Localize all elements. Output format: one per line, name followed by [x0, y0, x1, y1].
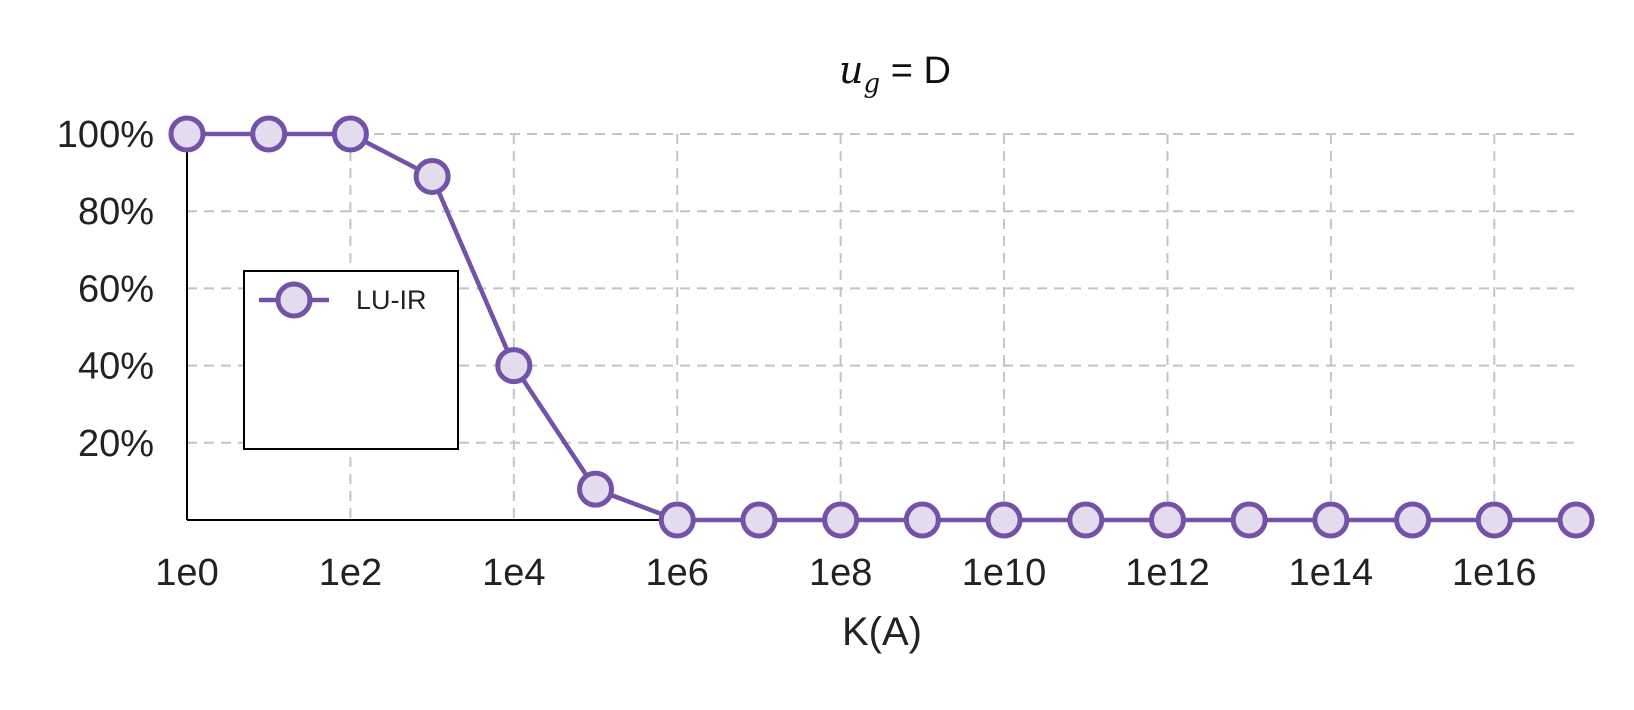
data-point	[1557, 501, 1595, 539]
grid	[187, 133, 1576, 520]
title-subscript: g	[864, 69, 881, 99]
data-point	[168, 115, 206, 153]
title-rest: = D	[880, 50, 951, 92]
x-tick-label: 1e12	[1125, 552, 1210, 594]
legend-marker	[275, 281, 313, 319]
data-point	[822, 501, 860, 539]
data-point	[413, 157, 451, 195]
x-tick-label: 1e10	[962, 552, 1047, 594]
data-point	[1312, 501, 1350, 539]
x-tick-label: 1e16	[1452, 552, 1537, 594]
data-point	[1394, 501, 1432, 539]
legend-label: LU-IR	[356, 285, 427, 315]
title-variable: u	[839, 48, 863, 92]
data-point	[658, 501, 696, 539]
x-tick-label: 1e6	[646, 552, 709, 594]
x-tick-label: 1e2	[319, 552, 382, 594]
data-point	[985, 501, 1023, 539]
data-point	[903, 501, 941, 539]
data-point	[1067, 501, 1105, 539]
x-tick-label: 1e0	[155, 552, 218, 594]
data-point	[1475, 501, 1513, 539]
x-tick-label: 1e4	[482, 552, 545, 594]
y-tick-label: 20%	[78, 423, 154, 465]
data-point	[250, 115, 288, 153]
legend: LU-IR	[243, 270, 459, 450]
series-layer	[168, 115, 1595, 539]
y-tick-label: 100%	[57, 114, 154, 156]
x-tick-label: 1e14	[1289, 552, 1374, 594]
data-point	[495, 347, 533, 385]
y-tick-label: 60%	[78, 268, 154, 310]
x-tick-label: 1e8	[809, 552, 872, 594]
chart-title: ug = D	[839, 48, 951, 99]
data-point	[331, 115, 369, 153]
data-point	[577, 470, 615, 508]
x-axis-title: K(A)	[842, 610, 922, 654]
tick-labels: 1e0 1e2 1e4 1e6 1e8 1e10 1e12 1e14 1e16 20% 40% 60%…	[57, 114, 1537, 594]
y-tick-label: 40%	[78, 346, 154, 388]
data-point	[740, 501, 778, 539]
data-point	[1148, 501, 1186, 539]
y-tick-label: 80%	[78, 191, 154, 233]
data-point	[1230, 501, 1268, 539]
